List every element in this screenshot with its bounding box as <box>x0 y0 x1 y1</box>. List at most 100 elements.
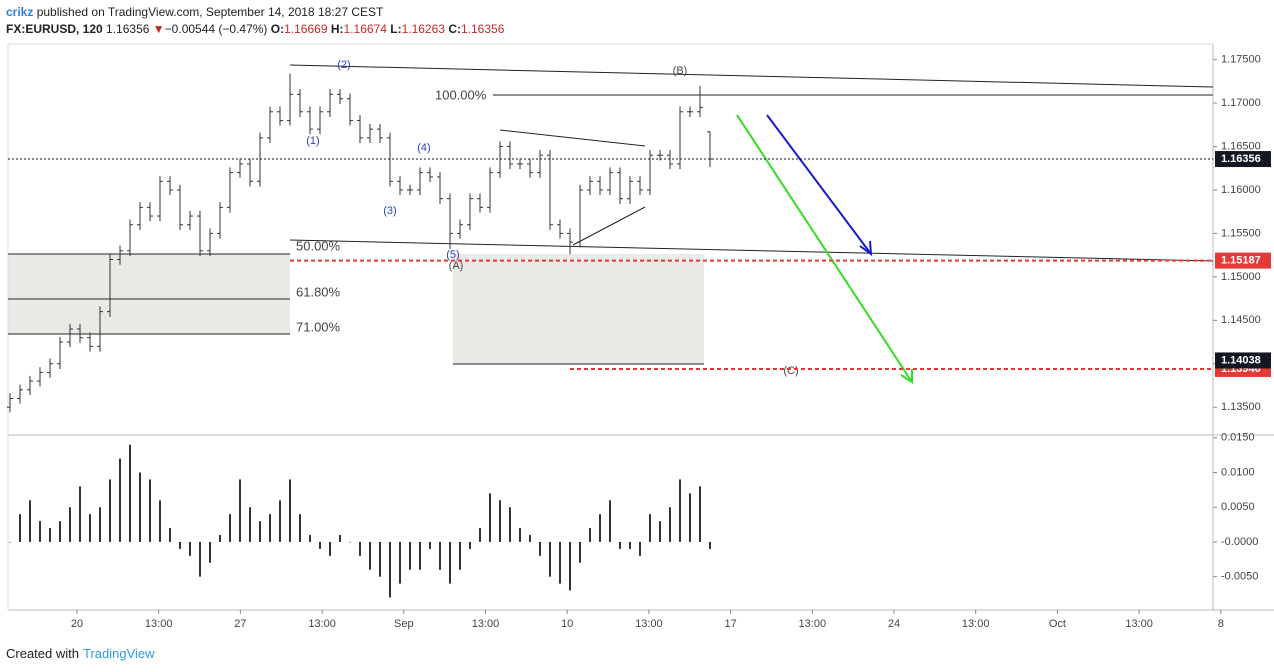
osc-bar <box>569 541 571 591</box>
wave-label: (4) <box>417 142 430 154</box>
osc-bar <box>449 541 451 584</box>
user[interactable]: crikz <box>6 5 34 19</box>
osc-bar <box>709 541 711 549</box>
osc-bar <box>119 458 121 542</box>
y-tick-label: 1.14500 <box>1221 314 1261 326</box>
osc-bar <box>169 528 171 542</box>
osc-bar <box>479 528 481 542</box>
quote-line: FX:EURUSD, 120 1.16356 ▼−0.00544 (−0.47%… <box>6 21 504 38</box>
osc-bar <box>419 541 421 570</box>
osc-bar <box>599 514 601 542</box>
osc-bar <box>19 514 21 542</box>
osc-bar <box>539 541 541 556</box>
osc-bar <box>79 486 81 542</box>
l-label: L: <box>390 22 402 36</box>
fib-label: 50.00% <box>296 238 341 253</box>
x-tick-label: 13:00 <box>145 618 173 630</box>
x-tick-label: 13:00 <box>799 618 827 630</box>
osc-bar <box>579 541 581 563</box>
triangle-line <box>499 129 646 147</box>
brand[interactable]: TradingView <box>82 646 155 661</box>
osc-bar <box>459 541 461 570</box>
fib-label: 71.00% <box>296 319 341 334</box>
fib-label: 100.00% <box>435 87 487 102</box>
arrow-head <box>900 369 913 384</box>
osc-bar <box>99 507 101 542</box>
fib-label: 61.80% <box>296 284 341 299</box>
y-tick-label: 1.17500 <box>1221 54 1261 66</box>
y-tick-label: 1.16000 <box>1221 184 1261 196</box>
wave-label: (C) <box>783 365 798 377</box>
osc-bar <box>609 500 611 542</box>
last: 1.16356 <box>106 22 150 36</box>
osc-bar <box>509 507 511 542</box>
x-tick-label: 13:00 <box>472 618 500 630</box>
x-tick-label: Oct <box>1049 618 1066 630</box>
y-tick-label: 1.15500 <box>1221 227 1261 239</box>
wave-label: (A) <box>449 260 464 272</box>
osc-bar <box>659 521 661 542</box>
osc-bar <box>339 535 341 542</box>
x-tick-label: 24 <box>888 618 900 630</box>
osc-bar <box>89 514 91 542</box>
osc-bar <box>309 535 311 542</box>
osc-bar <box>499 500 501 542</box>
y-tick-label: 1.17000 <box>1221 97 1261 109</box>
price-tag <box>1215 252 1271 269</box>
osc-bar <box>489 493 491 542</box>
y2-tick-label: -0.0050 <box>1221 571 1258 583</box>
osc-bar <box>679 479 681 542</box>
osc-bar <box>319 541 321 549</box>
symbol: FX:EURUSD, 120 <box>6 22 103 36</box>
y-tick-label: 1.16500 <box>1221 140 1261 152</box>
price-tag <box>1215 151 1271 168</box>
y2-tick-label: 0.0050 <box>1221 501 1255 513</box>
osc-bar <box>329 541 331 556</box>
osc-bar <box>109 479 111 542</box>
osc-bar <box>369 541 371 570</box>
osc-bar <box>559 541 561 584</box>
osc-bar <box>69 507 71 542</box>
osc-bar <box>209 541 211 563</box>
y2-tick-label: 0.0150 <box>1221 432 1255 444</box>
osc-bar <box>349 541 351 543</box>
osc-bar <box>619 541 621 549</box>
wave-label: (1) <box>306 135 319 147</box>
y-tick-label: 1.13500 <box>1221 401 1261 413</box>
osc-bar <box>229 514 231 542</box>
x-tick-label: 17 <box>724 618 736 630</box>
x-tick-label: 13:00 <box>1125 618 1153 630</box>
target-zone <box>453 254 704 364</box>
publish-line: crikz published on TradingView.com, Sept… <box>6 4 504 21</box>
wave-label: (3) <box>383 205 396 217</box>
arrow-head <box>859 240 873 257</box>
published: published on TradingView.com, September … <box>33 5 384 19</box>
x-tick-label: 10 <box>561 618 573 630</box>
osc-bar <box>179 541 181 549</box>
x-tick-label: 20 <box>71 618 83 630</box>
osc-bar <box>239 479 241 542</box>
osc-bar <box>589 528 591 542</box>
osc-bar <box>529 535 531 542</box>
h-label: H: <box>330 22 344 36</box>
fib-zone <box>8 254 290 334</box>
x-tick-label: 13:00 <box>962 618 990 630</box>
price-tag-label: 1.16356 <box>1221 153 1261 165</box>
osc-bar <box>149 479 151 542</box>
arrow: ▼ <box>152 22 165 36</box>
osc-bar <box>9 541 11 543</box>
osc-bar <box>129 444 131 542</box>
osc-bar <box>49 528 51 542</box>
x-tick-label: 27 <box>234 618 246 630</box>
osc-bar <box>439 541 441 570</box>
l: 1.16263 <box>401 22 445 36</box>
y2-tick-label: -0.0000 <box>1221 536 1258 548</box>
osc-bar <box>269 514 271 542</box>
osc-bar <box>429 541 431 549</box>
footer: Created with TradingView <box>6 646 155 661</box>
trendline <box>289 64 1214 88</box>
osc-bar <box>519 528 521 542</box>
osc-bar <box>399 541 401 584</box>
osc-bar <box>59 521 61 542</box>
